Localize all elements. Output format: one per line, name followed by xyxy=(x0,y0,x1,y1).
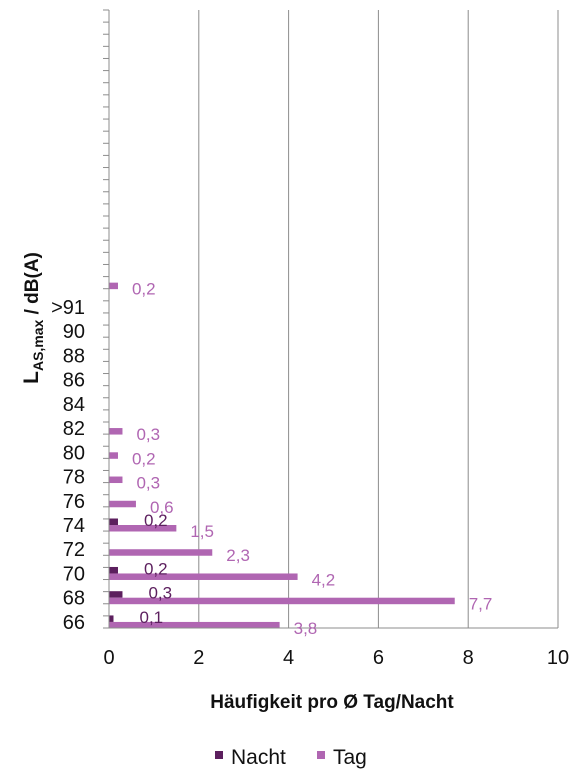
y-tick-label: 74 xyxy=(63,515,85,537)
data-label-tag: 0,6 xyxy=(150,498,174,517)
data-label-nacht: 0,2 xyxy=(144,559,168,578)
y-tick-label: 66 xyxy=(63,612,85,634)
y-tick-label: 76 xyxy=(63,491,85,513)
y-tick-label: 78 xyxy=(63,467,85,489)
bar-tag xyxy=(109,573,298,580)
x-axis-title: Häufigkeit pro Ø Tag/Nacht xyxy=(210,692,454,713)
legend-swatch-tag xyxy=(317,751,325,759)
bar-tag xyxy=(109,549,213,556)
y-tick-label: 84 xyxy=(63,394,85,416)
data-label-nacht: 0,3 xyxy=(148,584,172,603)
x-tick-label: 4 xyxy=(283,647,294,669)
y-tick-label: 70 xyxy=(63,563,85,585)
data-label-tag: 2,3 xyxy=(226,546,250,565)
data-label-tag: 3,8 xyxy=(294,619,318,638)
data-label-tag: 4,2 xyxy=(312,570,336,589)
data-label-tag: 1,5 xyxy=(190,522,214,541)
bar-tag xyxy=(109,597,455,605)
legend-swatch-nacht xyxy=(215,751,223,759)
bar-nacht xyxy=(109,566,118,574)
data-label-nacht: 0,2 xyxy=(144,511,168,530)
x-tick-label: 6 xyxy=(373,647,384,669)
bar-tag xyxy=(109,621,280,629)
bar-nacht xyxy=(109,591,123,598)
axes xyxy=(103,9,558,629)
y-tick-label: 88 xyxy=(63,345,85,367)
x-tick-labels: 0 2 4 6 8 10 xyxy=(103,647,569,669)
data-label-nacht: 0,1 xyxy=(139,608,163,627)
bar-nacht xyxy=(109,615,114,622)
bar-nacht xyxy=(109,518,118,525)
data-label-tag: 0,2 xyxy=(132,280,156,299)
y-tick-label: >91 xyxy=(51,297,85,319)
bar-tag xyxy=(109,452,118,459)
y-tick-label: 72 xyxy=(63,539,85,561)
legend-label-nacht: Nacht xyxy=(231,746,286,769)
y-axis-title: LAS,max / dB(A) xyxy=(20,252,46,384)
data-label-tag: 7,7 xyxy=(469,595,493,614)
data-labels: 0,1 3,8 0,3 7,7 0,2 4,2 2,3 0,2 1,5 0,6 0,3 0,2 0,3 0… xyxy=(132,280,492,638)
bar-tag xyxy=(109,500,136,508)
x-tick-label: 2 xyxy=(193,647,204,669)
bars xyxy=(109,282,455,629)
y-tick-label: 80 xyxy=(63,442,85,464)
bar-tag xyxy=(109,476,123,484)
data-label-tag: 0,3 xyxy=(136,425,160,444)
y-tick-label: 90 xyxy=(63,321,85,343)
y-tick-label: 82 xyxy=(63,418,85,440)
data-label-tag: 0,3 xyxy=(136,474,160,493)
x-tick-label: 0 xyxy=(103,647,114,669)
gridlines xyxy=(198,10,559,628)
bar-tag xyxy=(109,282,118,290)
legend: Nacht Tag xyxy=(215,746,367,769)
data-label-tag: 0,2 xyxy=(132,449,156,468)
bar-tag xyxy=(109,428,123,435)
x-tick-label: 10 xyxy=(547,647,569,669)
bar-tag xyxy=(109,525,177,532)
x-tick-label: 8 xyxy=(463,647,474,669)
y-tick-label: 86 xyxy=(63,370,85,392)
legend-label-tag: Tag xyxy=(333,746,367,769)
y-tick-label: 68 xyxy=(63,588,85,610)
